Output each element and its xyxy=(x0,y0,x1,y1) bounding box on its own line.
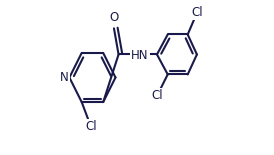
Text: HN: HN xyxy=(131,49,149,62)
Text: O: O xyxy=(109,11,119,24)
Text: Cl: Cl xyxy=(151,89,163,102)
Text: Cl: Cl xyxy=(85,120,97,133)
Text: N: N xyxy=(60,71,69,84)
Text: Cl: Cl xyxy=(191,7,203,20)
